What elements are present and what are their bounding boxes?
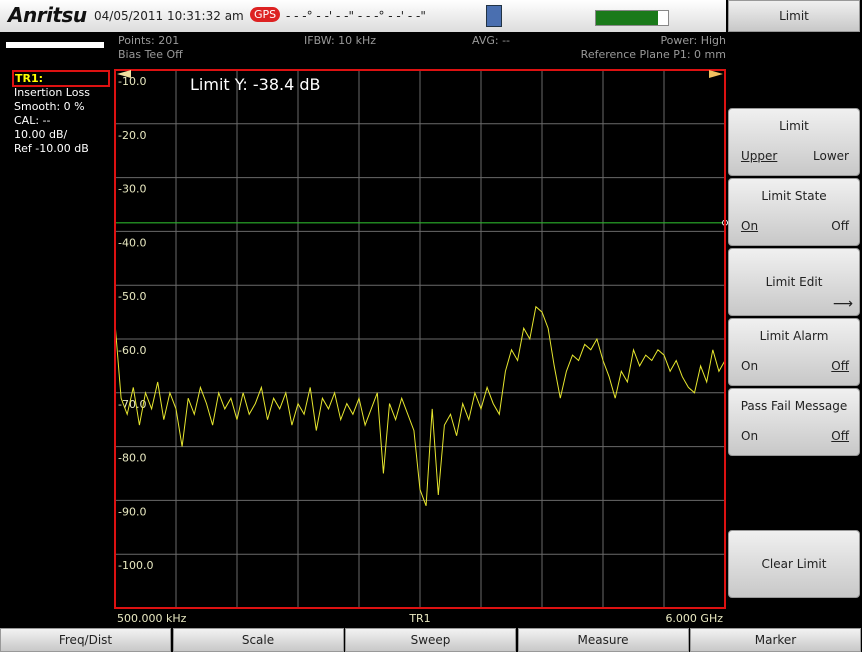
label: Pass Fail Message	[740, 399, 848, 413]
label: Limit Edit	[765, 275, 823, 289]
y-tick-label: -20.0	[118, 129, 146, 142]
menu-title: Limit	[728, 0, 860, 32]
trace-name: TR1:	[12, 70, 110, 87]
limit-edit-button[interactable]: Limit Edit ⟶	[728, 248, 860, 316]
trace	[114, 305, 726, 506]
option: On	[741, 219, 759, 233]
x-stop: 6.000 GHz	[665, 612, 723, 625]
trace-bar	[6, 42, 104, 48]
scale: 10.00 dB/	[14, 128, 68, 141]
option: Lower	[813, 149, 849, 163]
y-tick-label: -80.0	[118, 452, 146, 465]
menu-title-text: Limit	[779, 9, 809, 23]
option: On	[741, 359, 759, 373]
label: Limit State	[761, 189, 827, 203]
label: Limit Alarm	[759, 329, 829, 343]
right-marker	[709, 70, 723, 78]
limit-alarm-button[interactable]: Limit Alarm On Off	[728, 318, 860, 386]
limit-label: Limit Y: -38.4 dB	[190, 75, 321, 94]
datetime: 04/05/2011 10:31:32 am	[94, 9, 244, 23]
save-icon	[486, 5, 502, 27]
battery	[595, 10, 669, 26]
limit-state-button[interactable]: Limit State On Off	[728, 178, 860, 246]
bias: Bias Tee Off	[118, 48, 183, 61]
x-start: 500.000 kHz	[117, 612, 187, 625]
measurement: Insertion Loss	[14, 86, 90, 99]
y-tick-label: -30.0	[118, 183, 146, 196]
tab[interactable]: Marker	[690, 628, 861, 652]
avg: AVG: --	[472, 34, 511, 47]
x-center: TR1	[408, 612, 430, 625]
points: Points: 201	[118, 34, 180, 47]
ifbw: IFBW: 10 kHz	[304, 34, 377, 47]
plot-border	[114, 69, 726, 609]
option: Off	[831, 359, 849, 373]
y-tick-label: -90.0	[118, 505, 146, 518]
tab[interactable]: Scale	[172, 628, 344, 652]
tab[interactable]: Sweep	[345, 628, 516, 652]
option: Off	[831, 429, 849, 443]
header: Anritsu 04/05/2011 10:31:32 am GPS - - -…	[0, 0, 726, 32]
arrow: ⟶	[832, 296, 853, 312]
brand: Anritsu	[8, 3, 87, 27]
limit-button[interactable]: Limit Upper Lower	[728, 108, 860, 176]
option: Upper	[741, 149, 778, 163]
y-tick-label: -60.0	[118, 344, 146, 357]
ref-plane: Reference Plane P1: 0 mm	[580, 48, 726, 61]
y-tick-label: -40.0	[118, 236, 146, 249]
cal: CAL: --	[14, 114, 51, 127]
y-tick-label: -10.0	[118, 75, 146, 88]
left-marker	[117, 70, 131, 78]
y-tick-label: -50.0	[118, 290, 146, 303]
gps: GPS	[250, 7, 281, 22]
y-tick-label: -100.0	[118, 559, 153, 572]
option: Off	[831, 219, 849, 233]
option: On	[741, 429, 759, 443]
label: Limit	[779, 119, 809, 133]
tab[interactable]: Measure	[517, 628, 689, 652]
smooth: Smooth: 0 %	[14, 100, 85, 113]
ref: Ref -10.00 dB	[14, 142, 89, 155]
label: Clear Limit	[761, 557, 827, 571]
tab[interactable]: Freq/Dist	[0, 628, 171, 652]
power: Power: High	[660, 34, 726, 47]
clear-limit-button[interactable]: Clear Limit	[728, 530, 860, 598]
pass-fail-button[interactable]: Pass Fail Message On Off	[728, 388, 860, 456]
position: - - -° - -' - -" - - -° - -' - -"	[286, 9, 426, 23]
